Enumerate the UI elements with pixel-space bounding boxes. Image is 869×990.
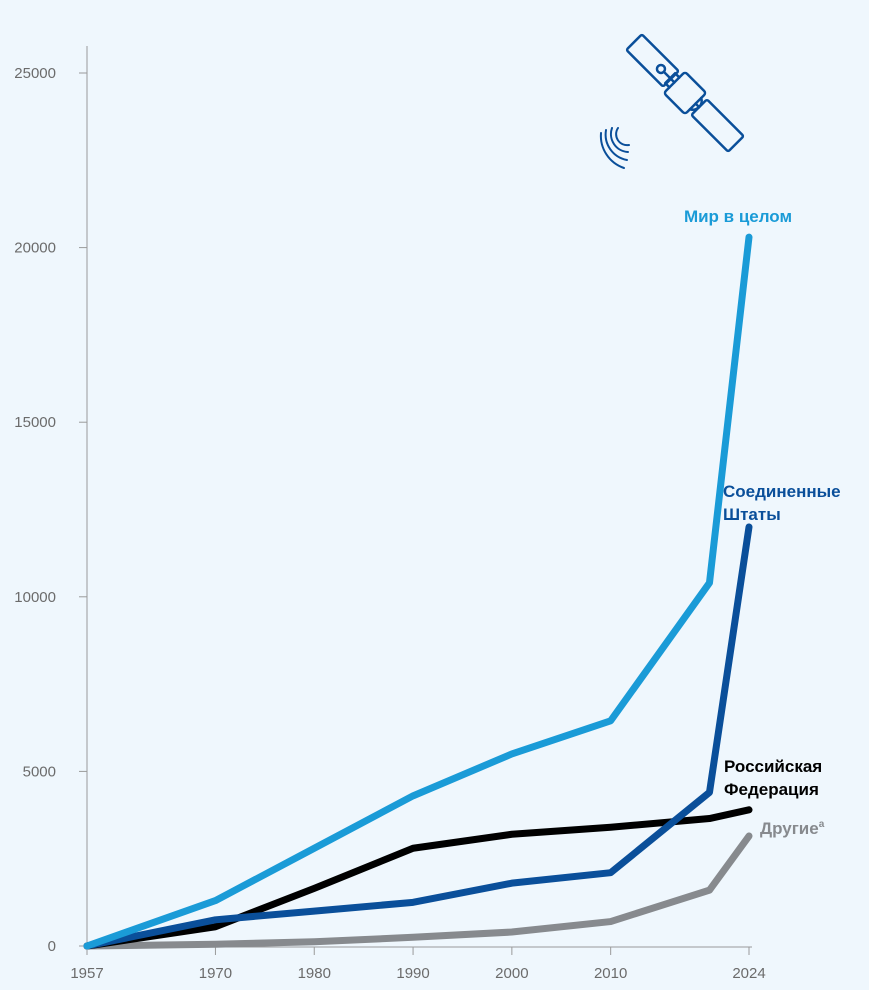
x-tick-label: 2000 [495,965,528,982]
y-tick-label: 0 [48,938,56,955]
series-label-us-line1: Соединенные [723,482,841,501]
series-line-world [83,233,753,950]
y-tick-label: 15000 [14,414,56,431]
x-tick-label: 1957 [70,965,103,982]
x-tick-label: 1970 [199,965,232,982]
series-label-ru-line1: Российская [724,757,822,776]
y-tick-label: 20000 [14,240,56,257]
x-tick-label: 1990 [396,965,429,982]
series-lines [83,233,753,950]
series-label-ru-line2: Федерация [724,780,819,799]
y-tick-label: 5000 [23,763,56,780]
satellite-icon [599,33,745,169]
x-tick-label: 1980 [298,965,331,982]
series-label-world: Мир в целом [684,207,792,226]
series-label-other-text: Другие [760,819,819,838]
series-label-other-sup: a [819,819,825,830]
x-tick-label: 2010 [594,965,627,982]
y-tick-label: 10000 [14,589,56,606]
series-label-us-line2: Штаты [723,505,781,524]
y-ticks: 0 5000 10000 15000 20000 25000 [14,65,87,955]
series-line-us [83,523,753,950]
x-ticks: 1957 1970 1980 1990 2000 2010 2024 [70,947,766,982]
x-tick-label: 2024 [732,965,765,982]
series-label-other: Другиеa [760,819,825,838]
series-line-other [83,832,753,950]
y-tick-label: 25000 [14,65,56,82]
